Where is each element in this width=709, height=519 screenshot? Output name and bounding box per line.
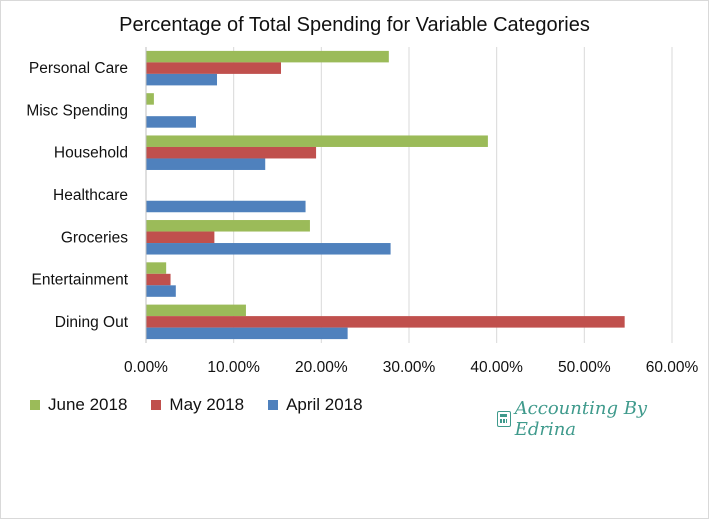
y-category-label: Dining Out: [55, 314, 129, 331]
y-category-label: Groceries: [61, 229, 128, 246]
bar-june-2018: [146, 220, 310, 232]
x-tick-label: 60.00%: [646, 359, 699, 376]
y-category-label: Misc Spending: [26, 102, 128, 119]
chart-legend: June 2018 May 2018 April 2018: [30, 395, 363, 415]
legend-swatch-may: [151, 400, 162, 410]
watermark: Accounting By Edrina: [497, 398, 709, 440]
calculator-icon: [497, 411, 511, 427]
chart-title: Percentage of Total Spending for Variabl…: [119, 14, 590, 36]
bar-june-2018: [146, 50, 389, 63]
bar-may-2018: [146, 273, 171, 286]
legend-swatch-june: [30, 400, 40, 410]
x-tick-label: 30.00%: [383, 359, 436, 376]
y-category-label: Personal Care: [29, 60, 128, 77]
y-category-label: Entertainment: [32, 272, 129, 289]
legend-item-april: April 2018: [268, 395, 363, 415]
legend-item-may: May 2018: [151, 395, 244, 415]
bar-april-2018: [146, 285, 176, 297]
bar-june-2018: [146, 304, 246, 317]
x-tick-label: 40.00%: [470, 359, 523, 376]
legend-label-may: May 2018: [169, 395, 245, 414]
x-tick-label: 20.00%: [295, 359, 348, 376]
x-tick-label: 10.00%: [207, 359, 260, 376]
bar-may-2018: [146, 316, 625, 328]
bar-may-2018: [146, 146, 317, 159]
bar-june-2018: [146, 93, 154, 105]
bar-april-2018: [146, 200, 306, 213]
bar-may-2018: [146, 231, 215, 244]
y-category-label: Healthcare: [53, 187, 128, 204]
bar-april-2018: [146, 158, 266, 170]
watermark-text: Accounting By Edrina: [514, 398, 648, 440]
bar-june-2018: [146, 262, 167, 274]
bar-april-2018: [146, 243, 391, 255]
legend-item-june: June 2018: [30, 395, 127, 415]
bar-april-2018: [146, 327, 348, 340]
bar-april-2018: [146, 116, 196, 128]
legend-label-april: April 2018: [286, 395, 363, 414]
legend-swatch-april: [268, 400, 279, 410]
bar-june-2018: [146, 135, 488, 147]
legend-label-june: June 2018: [48, 395, 128, 414]
bar-may-2018: [146, 62, 282, 74]
bar-april-2018: [146, 73, 218, 86]
x-tick-label: 0.00%: [124, 359, 168, 376]
x-tick-label: 50.00%: [558, 359, 611, 376]
y-category-label: Household: [54, 145, 128, 162]
